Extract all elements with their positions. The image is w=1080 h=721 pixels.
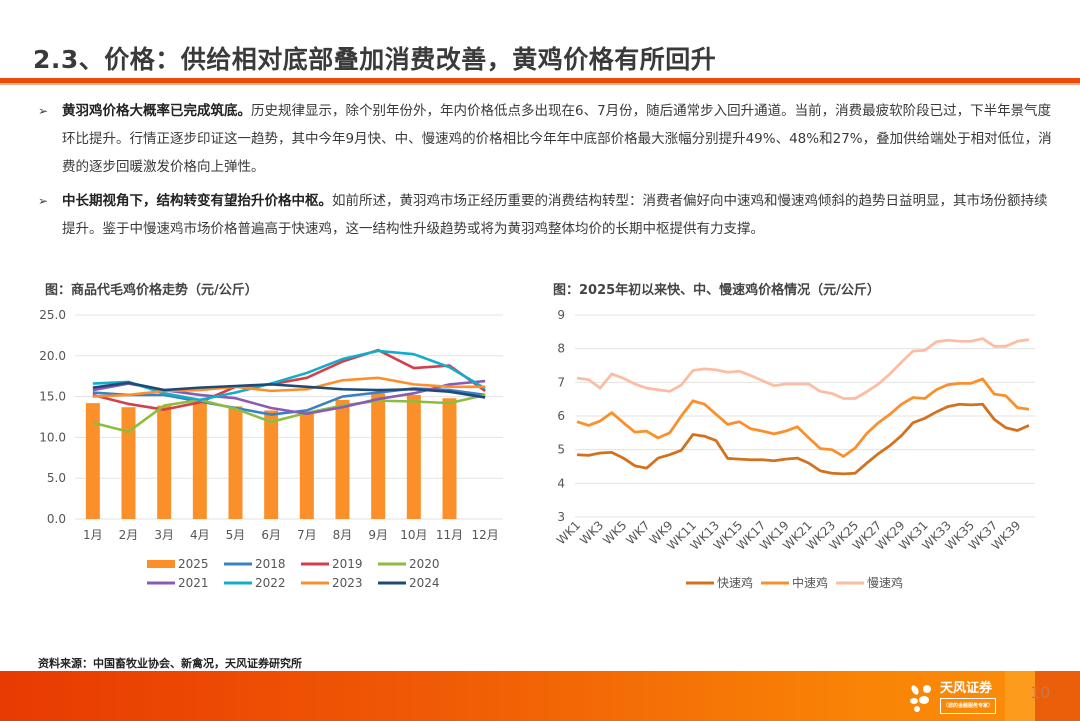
x-tick-label: 9月 <box>368 528 388 542</box>
y-tick-label: 7 <box>557 375 565 389</box>
footer-bar <box>0 671 1080 721</box>
legend-label: 快速鸡 <box>717 575 753 590</box>
chart-title-right: 图：2025年初以来快、中、慢速鸡价格情况（元/公斤） <box>553 283 880 298</box>
legend-label: 2024 <box>409 576 440 590</box>
bullet-text: 如前所述，黄羽鸡市场正经历重要的消费结构转型：消费者偏好向中速鸡和慢速鸡倾斜的趋… <box>62 193 1048 237</box>
x-tick-label: 4月 <box>190 528 210 542</box>
chart-title-left: 图：商品代毛鸡价格走势（元/公斤） <box>45 283 258 298</box>
x-tick-label: 12月 <box>472 528 499 542</box>
series-line-快速鸡 <box>576 402 1030 476</box>
series-line-2024 <box>92 381 486 399</box>
title-divider-shadow <box>0 83 1080 85</box>
x-tick-label: 1月 <box>83 528 103 542</box>
page-number: 10 <box>1030 683 1051 702</box>
bullet-list: ➢ 黄羽鸡价格大概率已完成筑底。历史规律显示，除个别年份外，年内价格低点多出现在… <box>38 97 1053 249</box>
bullet-text: 历史规律显示，除个别年份外，年内价格低点多出现在6、7月份，随后通常步入回升通道… <box>62 103 1052 175</box>
x-tick-label: 11月 <box>436 528 463 542</box>
legend-label: 2022 <box>255 576 286 590</box>
legend-label: 2023 <box>332 576 363 590</box>
footer-decoration <box>1035 671 1080 721</box>
y-tick-label: 15.0 <box>39 390 66 404</box>
chart-broiler-price-by-year: 0.0 5.0 10.0 15.0 20.0 25.0 1月 2月 3月 4月 5月 6月 7月 8月 9月… <box>39 308 503 590</box>
series-line-中速鸡 <box>576 377 1030 458</box>
x-tick-label: WK5 <box>600 518 629 547</box>
y-tick-label: 10.0 <box>39 430 66 444</box>
x-tick-label: 8月 <box>333 528 353 542</box>
x-tick-label: WK3 <box>577 518 606 547</box>
legend-label: 2020 <box>409 557 440 571</box>
bar-2025 <box>371 393 386 519</box>
y-tick-label: 0.0 <box>47 512 66 526</box>
y-tick-label: 6 <box>557 409 565 423</box>
y-tick-label: 5 <box>557 443 565 457</box>
bar-2025 <box>85 403 100 519</box>
y-tick-label: 5.0 <box>47 471 66 485</box>
x-tick-label: 7月 <box>297 528 317 542</box>
y-tick-label: 4 <box>557 476 565 490</box>
legend-label: 2018 <box>255 557 286 571</box>
page-title: 2.3、价格：供给相对底部叠加消费改善，黄鸡价格有所回升 <box>33 45 717 74</box>
bar-2025 <box>335 399 350 519</box>
y-tick-label: 8 <box>557 342 565 356</box>
company-logo: 天风证券 （您的金融服务专家） <box>908 681 997 714</box>
y-tick-label: 20.0 <box>39 349 66 363</box>
x-tick-label: 6月 <box>261 528 281 542</box>
legend-label: 中速鸡 <box>792 575 828 590</box>
x-tick-label: 10月 <box>400 528 427 542</box>
legend-label: 2021 <box>178 576 209 590</box>
flower-logo-icon <box>910 685 931 712</box>
series-line-2020 <box>92 393 486 433</box>
bullet-lead: 黄羽鸡价格大概率已完成筑底。 <box>62 103 251 119</box>
bar-2025 <box>228 406 243 519</box>
y-tick-label: 3 <box>557 510 565 524</box>
legend-label: 慢速鸡 <box>867 575 903 590</box>
arrow-right-icon: ➢ <box>38 194 49 208</box>
logo-slogan: （您的金融服务专家） <box>940 698 997 714</box>
bullet-item: ➢ 黄羽鸡价格大概率已完成筑底。历史规律显示，除个别年份外，年内价格低点多出现在… <box>38 97 1053 181</box>
legend-label: 2025 <box>178 557 209 571</box>
bar-2025 <box>442 398 457 519</box>
bar-2025 <box>121 407 136 519</box>
bar-2025 <box>264 410 279 519</box>
bar-2025 <box>406 394 421 519</box>
bar-2025 <box>157 405 172 519</box>
x-tick-label: WK7 <box>623 518 652 547</box>
title-divider <box>0 78 1080 83</box>
x-tick-label: 5月 <box>226 528 246 542</box>
y-tick-label: 9 <box>557 308 565 322</box>
legend-label: 2019 <box>332 557 363 571</box>
bullet-lead: 中长期视角下，结构转变有望抬升价格中枢。 <box>62 193 332 209</box>
x-tick-label: 3月 <box>154 528 174 542</box>
bar-2025 <box>192 399 207 519</box>
bar-2025 <box>299 412 314 519</box>
chart-weekly-price-by-speed: 3456789WK1WK3WK5WK7WK9WK11WK13WK15WK17WK… <box>554 308 1035 590</box>
source-note: 资料来源：中国畜牧业协会、新禽况，天风证券研究所 <box>38 657 302 670</box>
logo-name: 天风证券 <box>940 681 993 696</box>
arrow-right-icon: ➢ <box>38 104 49 118</box>
series-line-2023 <box>92 376 486 398</box>
y-tick-label: 25.0 <box>39 308 66 322</box>
legend-swatch-2025 <box>147 560 175 568</box>
x-tick-label: 2月 <box>119 528 139 542</box>
bullet-item: ➢ 中长期视角下，结构转变有望抬升价格中枢。如前所述，黄羽鸡市场正经历重要的消费… <box>38 187 1053 243</box>
footer-decoration <box>1005 671 1035 721</box>
series-line-慢速鸡 <box>576 337 1030 400</box>
